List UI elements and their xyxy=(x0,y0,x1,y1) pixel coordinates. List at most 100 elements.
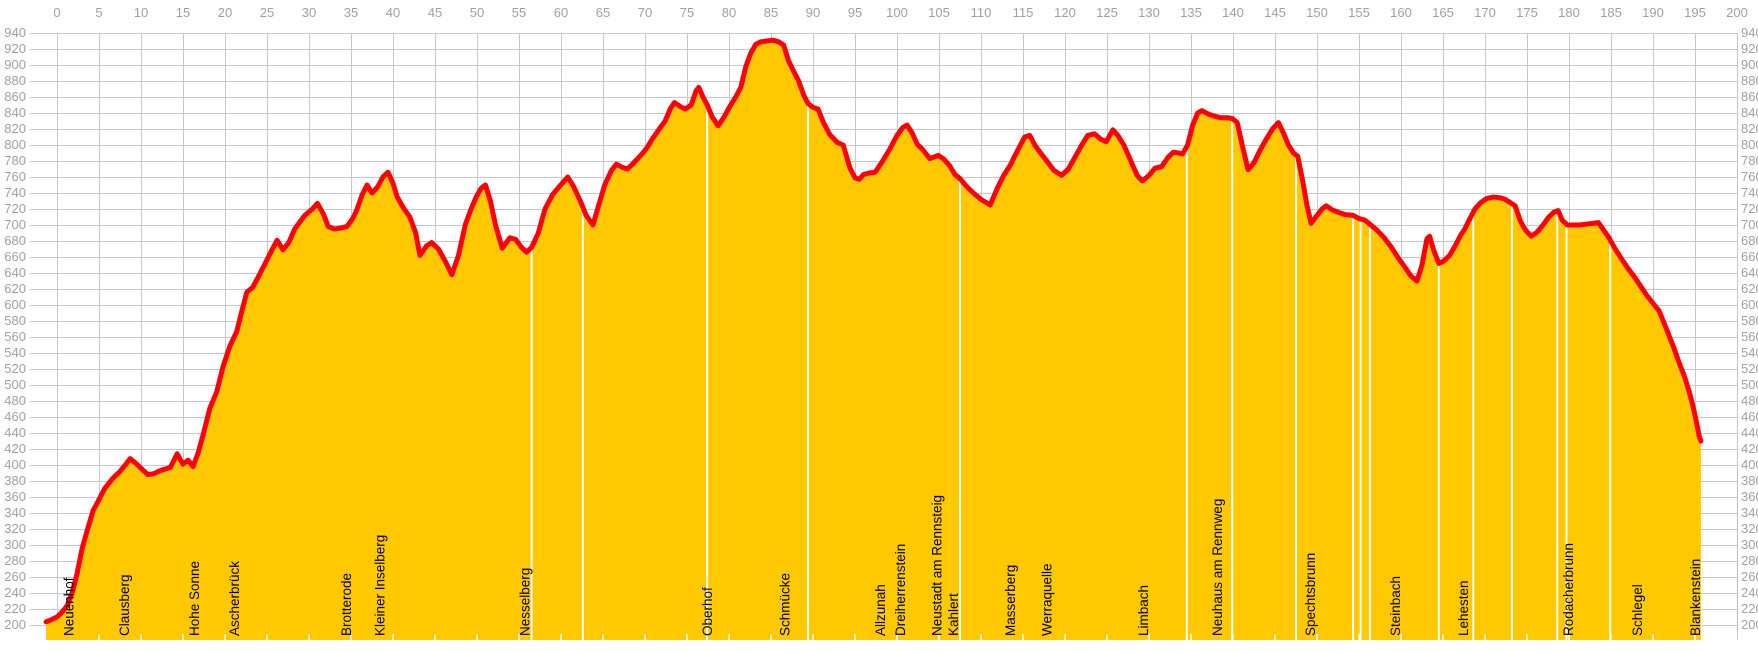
x-tick-label: 185 xyxy=(1600,5,1622,20)
y-tick-label-left: 380 xyxy=(4,473,26,488)
y-tick-label-left: 420 xyxy=(4,441,26,456)
waypoint-label: Schlegel xyxy=(1630,584,1645,636)
x-tick-label: 55 xyxy=(512,5,526,20)
y-tick-label-right: 400 xyxy=(1741,457,1758,472)
x-tick-label: 105 xyxy=(928,5,950,20)
x-tick-label: 25 xyxy=(260,5,274,20)
y-tick-label-right: 780 xyxy=(1741,153,1758,168)
waypoint-label: Blankenstein xyxy=(1688,559,1703,636)
y-tick-label-left: 220 xyxy=(4,601,26,616)
waypoint-label: Werraquelle xyxy=(1039,563,1054,636)
y-tick-label-left: 680 xyxy=(4,233,26,248)
waypoint-label: Limbach xyxy=(1136,585,1151,636)
y-tick-label-left: 820 xyxy=(4,121,26,136)
y-tick-label-right: 440 xyxy=(1741,425,1758,440)
x-tick-label: 190 xyxy=(1642,5,1664,20)
y-tick-label-right: 900 xyxy=(1741,57,1758,72)
y-tick-label-right: 560 xyxy=(1741,329,1758,344)
y-tick-label-right: 240 xyxy=(1741,585,1758,600)
waypoint-label: Neustadt am Rennsteig xyxy=(929,495,944,636)
y-tick-label-left: 920 xyxy=(4,41,26,56)
elevation-line xyxy=(43,37,1704,625)
y-tick-label-left: 240 xyxy=(4,585,26,600)
y-tick-label-right: 600 xyxy=(1741,297,1758,312)
x-tick-label: 35 xyxy=(344,5,358,20)
waypoint-label: Lehesten xyxy=(1456,580,1471,636)
y-tick-label-left: 780 xyxy=(4,153,26,168)
y-tick-label-left: 500 xyxy=(4,377,26,392)
waypoint-label: Neuhaus am Rennweg xyxy=(1210,499,1225,636)
y-tick-label-right: 300 xyxy=(1741,537,1758,552)
x-tick-label: 90 xyxy=(806,5,820,20)
y-tick-label-right: 880 xyxy=(1741,73,1758,88)
y-tick-label-left: 520 xyxy=(4,361,26,376)
y-tick-label-left: 260 xyxy=(4,569,26,584)
y-tick-label-left: 400 xyxy=(4,457,26,472)
x-tick-label: 120 xyxy=(1054,5,1076,20)
x-tick-label: 70 xyxy=(638,5,652,20)
y-tick-label-right: 320 xyxy=(1741,521,1758,536)
waypoint-label: Brotterode xyxy=(339,573,354,636)
y-tick-label-left: 860 xyxy=(4,89,26,104)
y-tick-label-right: 820 xyxy=(1741,121,1758,136)
x-tick-label: 115 xyxy=(1013,5,1034,20)
x-tick-label: 0 xyxy=(53,5,60,20)
y-tick-label-left: 600 xyxy=(4,297,26,312)
waypoint-label: Kleiner Inselberg xyxy=(372,535,387,636)
x-tick-label: 145 xyxy=(1264,5,1286,20)
y-tick-label-right: 940 xyxy=(1741,25,1758,40)
y-tick-label-left: 580 xyxy=(4,313,26,328)
y-tick-label-right: 360 xyxy=(1741,489,1758,504)
waypoint-label: Ascherbrück xyxy=(227,561,242,636)
waypoint-label: Rodacherbrunn xyxy=(1561,543,1576,636)
waypoint-label: Clausberg xyxy=(117,574,132,636)
y-tick-label-left: 560 xyxy=(4,329,26,344)
x-tick-label: 85 xyxy=(764,5,778,20)
waypoint-label: Oberhof xyxy=(700,587,715,636)
x-tick-label: 5 xyxy=(95,5,102,20)
waypoint-label: Allzunah xyxy=(873,584,888,636)
y-tick-label-right: 260 xyxy=(1741,569,1758,584)
y-tick-label-right: 660 xyxy=(1741,249,1758,264)
x-tick-label: 180 xyxy=(1558,5,1580,20)
x-tick-label: 40 xyxy=(386,5,400,20)
y-tick-label-left: 280 xyxy=(4,553,26,568)
y-tick-label-left: 740 xyxy=(4,185,26,200)
x-tick-label: 50 xyxy=(470,5,484,20)
waypoint-label: Dreiherrenstein xyxy=(893,544,908,636)
y-tick-label-left: 620 xyxy=(4,281,26,296)
x-tick-label: 80 xyxy=(722,5,736,20)
x-tick-label: 195 xyxy=(1684,5,1706,20)
y-tick-label-right: 640 xyxy=(1741,265,1758,280)
x-tick-label: 160 xyxy=(1390,5,1412,20)
y-tick-label-left: 840 xyxy=(4,105,26,120)
x-tick-label: 110 xyxy=(971,5,992,20)
y-tick-label-right: 460 xyxy=(1741,409,1758,424)
waypoint-label: Spechtsbrunn xyxy=(1303,553,1318,636)
y-tick-label-left: 760 xyxy=(4,169,26,184)
x-tick-label: 30 xyxy=(302,5,316,20)
waypoint-label: Kahlert xyxy=(946,593,961,636)
y-tick-label-left: 540 xyxy=(4,345,26,360)
x-tick-label: 65 xyxy=(596,5,610,20)
y-tick-label-right: 760 xyxy=(1741,169,1758,184)
y-tick-label-right: 680 xyxy=(1741,233,1758,248)
y-tick-label-left: 800 xyxy=(4,137,26,152)
waypoint-label: Nesselberg xyxy=(518,568,533,636)
y-tick-label-right: 920 xyxy=(1741,41,1758,56)
x-tick-label: 140 xyxy=(1222,5,1244,20)
y-tick-label-right: 500 xyxy=(1741,377,1758,392)
y-tick-label-right: 200 xyxy=(1741,617,1758,632)
x-tick-label: 155 xyxy=(1348,5,1370,20)
y-tick-label-right: 220 xyxy=(1741,601,1758,616)
x-tick-label: 95 xyxy=(848,5,862,20)
y-tick-label-right: 860 xyxy=(1741,89,1758,104)
y-tick-label-right: 720 xyxy=(1741,201,1758,216)
y-tick-label-right: 620 xyxy=(1741,281,1758,296)
y-tick-label-right: 700 xyxy=(1741,217,1758,232)
y-tick-label-right: 280 xyxy=(1741,553,1758,568)
x-tick-label: 130 xyxy=(1138,5,1160,20)
x-tick-label: 165 xyxy=(1432,5,1454,20)
